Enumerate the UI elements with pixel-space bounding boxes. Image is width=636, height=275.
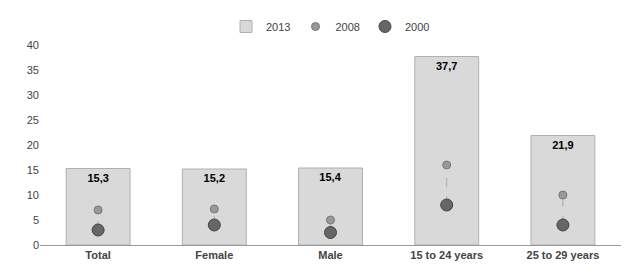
svg-text:0: 0 [33, 239, 39, 251]
svg-text:25 to 29 years: 25 to 29 years [527, 249, 600, 261]
svg-text:2008: 2008 [335, 21, 359, 33]
svg-text:Total: Total [85, 249, 110, 261]
svg-text:Male: Male [318, 249, 342, 261]
svg-text:15,2: 15,2 [204, 172, 225, 184]
svg-text:20: 20 [27, 139, 39, 151]
svg-text:37,7: 37,7 [436, 60, 457, 72]
svg-text:30: 30 [27, 89, 39, 101]
svg-text:2013: 2013 [266, 21, 290, 33]
svg-text:25: 25 [27, 114, 39, 126]
svg-text:10: 10 [27, 189, 39, 201]
svg-text:15 to 24 years: 15 to 24 years [410, 249, 483, 261]
svg-text:Female: Female [195, 249, 233, 261]
svg-text:35: 35 [27, 64, 39, 76]
svg-text:15,3: 15,3 [87, 172, 108, 184]
svg-text:5: 5 [33, 214, 39, 226]
svg-text:15,4: 15,4 [319, 171, 341, 183]
svg-text:40: 40 [27, 39, 39, 51]
svg-text:21,9: 21,9 [552, 139, 573, 151]
svg-text:15: 15 [27, 164, 39, 176]
svg-text:2000: 2000 [405, 21, 429, 33]
